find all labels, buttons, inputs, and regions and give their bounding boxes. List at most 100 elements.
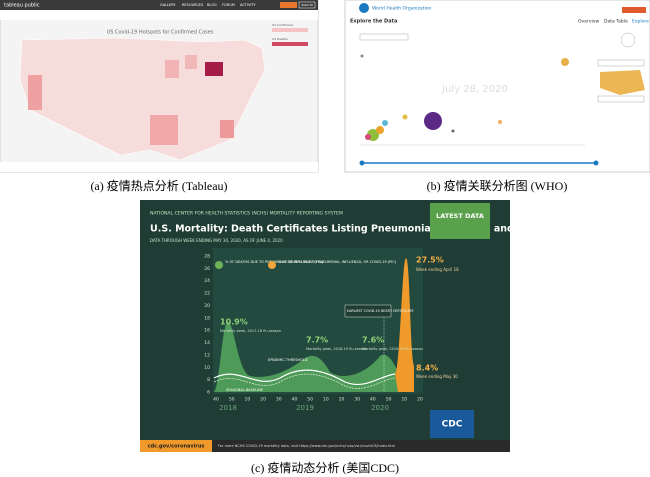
org: World Health Organization [372,6,431,12]
toolbar [0,10,318,20]
nav-item[interactable]: FORUM [222,3,235,7]
badge-text: LATEST DATA [436,212,484,220]
bubble [360,54,364,58]
nav-item[interactable]: ACTIVITY [240,3,257,7]
slider-handle[interactable] [593,160,599,166]
x-tick-label: 40 [370,397,376,403]
y-tick-label: 22 [204,291,210,297]
dropdown[interactable] [597,59,645,67]
caption: (b) 疫情关联分析图 (WHO) [427,178,568,193]
viz-title: US Covid-19 Hotspots for Confirmed Cases [107,30,214,36]
nav: GALLERY RESOURCES BLOG FORUM ACTIVITY [160,3,257,7]
pi-area [214,322,400,392]
y-tick-label: 10 [204,365,210,371]
tab[interactable]: Overview [578,19,600,25]
peak-note: Mortality peak, 2019-20 flu season [362,347,423,351]
caption: (c) 疫情动态分析 (美国CDC) [251,460,399,475]
legend-pic-icon [268,261,276,269]
legend-bar [272,42,308,46]
x-tick-label: 20 [260,397,266,403]
nav-item[interactable]: BLOG [207,3,217,7]
bubble [498,120,502,124]
x-tick-label: 50 [229,397,235,403]
watermark: July 28, 2020 [441,84,508,95]
year-label: 2018 [219,404,237,412]
x-tick-label: 20 [339,397,345,403]
state-mi [185,55,197,69]
top-bar [0,0,318,10]
covid-peak-value: 27.5% [416,256,444,265]
epidemic-threshold [213,369,396,386]
peak-value: 7.7% [306,336,328,345]
earliest-box [344,304,392,318]
logo: tableau public [4,3,40,9]
bubble [451,129,455,133]
y-tick-label: 6 [207,390,210,396]
slider-handle[interactable] [359,160,365,166]
nav-item[interactable]: RESOURCES [182,3,204,7]
signup-button[interactable] [280,2,297,8]
sign-in-button[interactable] [298,1,316,9]
tab[interactable]: Data Table [604,19,628,25]
state-il [165,60,179,78]
peak-note: Mortality peak, 2018-19 flu season [306,347,367,351]
peak-note: Mortality peak, 2017-18 flu season [220,329,281,333]
y-tick-label: 28 [204,254,210,260]
baseline-label: SEASONAL BASELINE [226,388,263,392]
state-fl [220,120,234,138]
badge [430,203,490,239]
dropdown[interactable] [597,95,645,103]
threshold-label: EPIDEMIC THRESHOLD [268,358,308,362]
footer-bar [0,162,318,172]
site-box [140,440,212,452]
y-tick-label: 26 [204,266,210,272]
y-tick-label: 12 [204,352,210,358]
y-tick-label: 18 [204,315,210,321]
subtitle: DATA THROUGH WEEK ENDING MAY 30, 2020, A… [150,238,283,243]
region-map [600,70,645,95]
x-tick-label: 30 [276,397,282,403]
bubble [376,126,384,134]
x-tick-label: 50 [307,397,313,403]
us-map [19,37,266,161]
bubble [561,58,569,66]
state-tx [150,115,178,145]
x-tick-label: 40 [292,397,298,403]
y-tick-label: 14 [204,340,210,346]
y-tick-label: 8 [207,377,210,383]
pic-area [395,258,414,392]
earliest-label: EARLIEST COVID-19 DEATH CERTIFICATE [347,309,414,313]
seasonal-baseline [213,373,396,389]
panel-b: World Health Organization Explore the Da… [344,0,650,193]
x-tick-label: 10 [323,397,329,403]
footer-bar [140,440,510,452]
size-legend [620,32,636,48]
x-tick-label: 20 [417,397,423,403]
bubble [402,114,408,120]
nav-item[interactable]: GALLERY [160,3,176,7]
dropdown[interactable] [359,33,409,41]
bubble [424,112,442,130]
year-label: 2020 [371,404,389,412]
x-tick-label: 30 [354,397,360,403]
sign-in[interactable]: SIGN IN [301,3,312,7]
legend-pic: % OF DEATHS DUE TO PNEUMONIA, INFLUENZA,… [278,260,397,264]
panel-a: tableau public GALLERY RESOURCES BLOG FO… [0,0,319,193]
caption: (a) 疫情热点分析 (Tableau) [90,178,227,193]
tab[interactable]: Explore [632,19,649,25]
year-label: 2019 [296,404,314,412]
panel-c: NATIONAL CENTER FOR HEALTH STATISTICS (N… [140,200,568,475]
who-logo [359,3,369,13]
download-button[interactable] [622,7,646,13]
peak-value: 10.9% [220,318,248,327]
cdc-logo-text: CDC [442,420,463,430]
latest-note: Week ending May 30 [416,374,458,379]
footer: For more NCHS COVID-19 mortality data, v… [218,444,396,448]
legend-pi-icon [215,261,223,269]
site: cdc.gov/coronavirus [148,444,205,450]
bubble [365,134,371,140]
x-tick-label: 50 [386,397,392,403]
panel-frame [344,0,650,173]
title: U.S. Mortality: Death Certificates Listi… [150,224,568,235]
bubble [382,120,388,126]
